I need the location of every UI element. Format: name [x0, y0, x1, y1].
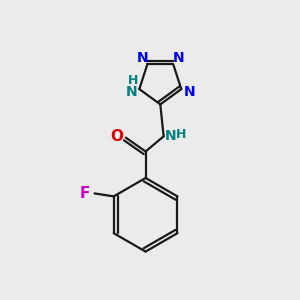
Text: N: N	[126, 85, 137, 99]
Text: N: N	[137, 51, 148, 65]
Text: H: H	[128, 74, 138, 87]
Text: N: N	[172, 51, 184, 65]
Text: F: F	[80, 186, 90, 201]
Text: N: N	[165, 129, 177, 143]
Text: N: N	[183, 85, 195, 99]
Text: H: H	[176, 128, 186, 141]
Text: O: O	[110, 129, 123, 144]
